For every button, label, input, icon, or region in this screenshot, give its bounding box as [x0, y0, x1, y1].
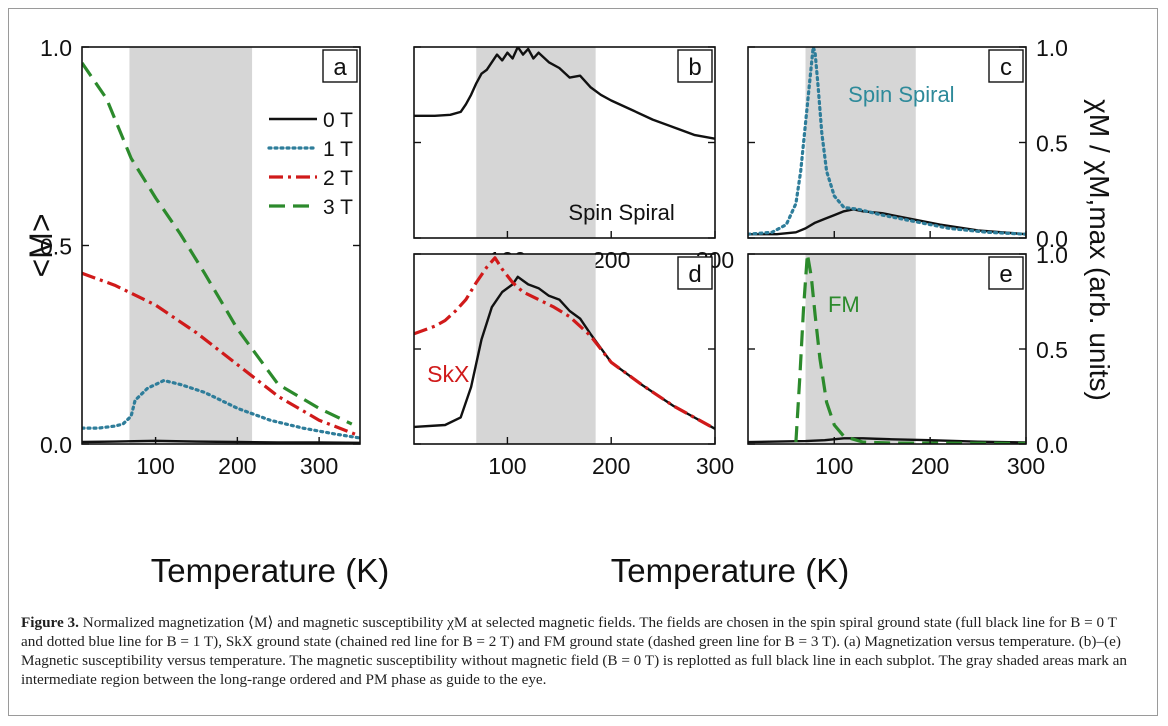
- shaded-region: [476, 47, 596, 238]
- x-tick-label: 200: [911, 453, 949, 479]
- legend-label: 1 T: [323, 138, 353, 161]
- series-line-B0T: [414, 275, 715, 430]
- panel-letter-box: [988, 256, 1024, 290]
- series-line-0T: [82, 439, 360, 444]
- y-axis-title: <M>: [23, 213, 59, 277]
- x-tick-label: 300: [696, 453, 734, 479]
- series-line-3T: [82, 61, 353, 426]
- panel-letter-box: [677, 256, 713, 290]
- x-tick-label: 100: [136, 453, 174, 479]
- figure-caption: Figure 3. Normalized magnetization ⟨M⟩ a…: [21, 613, 1141, 689]
- panel-letter: a: [333, 54, 347, 81]
- figure-frame: [8, 8, 1158, 716]
- x-tick-label: 300: [1007, 453, 1045, 479]
- series-line-B3T: [794, 254, 1026, 444]
- y-tick-label: 0.5: [1036, 131, 1068, 157]
- series-line-2T: [82, 271, 360, 438]
- y-tick-label: 0.5: [1036, 337, 1068, 363]
- panel-annotation: FM: [828, 292, 860, 317]
- caption-label: Figure 3.: [21, 614, 79, 631]
- legend-label: 0 T: [323, 109, 353, 132]
- shaded-region: [129, 47, 253, 444]
- x-tick-label: 200: [592, 453, 630, 479]
- panel-d: 100 200 300 d SkX: [413, 253, 734, 479]
- caption-text: Normalized magnetization ⟨M⟩ and magneti…: [21, 614, 1127, 688]
- y-tick-label: 0.0: [1036, 432, 1068, 458]
- panel-letter: d: [688, 261, 701, 288]
- x-tick-label: 300: [300, 453, 338, 479]
- series-line-B0T: [748, 437, 1026, 444]
- shaded-region: [805, 254, 916, 444]
- panel-letter: b: [688, 54, 701, 81]
- panel-letter-box: [677, 49, 713, 83]
- x-axis-title-right: Temperature (K): [611, 552, 849, 589]
- right-y-axis-title: χM / χM,max (arb. units): [1084, 99, 1115, 401]
- panel-letter: c: [1000, 54, 1012, 81]
- x-tick-label: 200: [592, 247, 630, 273]
- y-tick-label: 0.0: [40, 432, 72, 458]
- panel-annotation: Spin Spiral: [848, 82, 954, 107]
- x-tick-label: 200: [218, 453, 256, 479]
- y-tick-label: 0.0: [1036, 226, 1068, 252]
- y-tick-label: 0.5: [40, 234, 72, 260]
- panel-c: 0.0 0.5 1.0 c Spin Spiral: [747, 35, 1068, 252]
- panel-letter-box: [322, 49, 358, 83]
- panel-letter: e: [999, 261, 1012, 288]
- x-tick-label: 100: [488, 453, 526, 479]
- x-axis-title-left: Temperature (K): [151, 552, 389, 589]
- series-line-B1T: [748, 47, 1026, 236]
- y-tick-label: 1.0: [40, 35, 72, 61]
- y-tick-label: 1.0: [1036, 242, 1068, 268]
- y-tick-label: 1.0: [1036, 35, 1068, 61]
- series-line-B2T: [414, 256, 715, 431]
- legend-label: 3 T: [323, 196, 353, 219]
- series-line-B0T: [414, 47, 715, 140]
- panel-b: 100200300bSpin Spiral: [413, 46, 734, 273]
- panel-letter-box: [988, 49, 1024, 83]
- panel-a: 100 200 300 0.0 0.5 1.0 a <M> 0 T 1 T 2 T 3 T: [23, 35, 361, 479]
- legend-label: 2 T: [323, 167, 353, 190]
- series-line-1T: [82, 378, 360, 440]
- x-tick-label: 100: [815, 453, 853, 479]
- panel-annotation: Spin Spiral: [568, 200, 674, 225]
- panel-annotation: SkX: [427, 361, 469, 387]
- shaded-region: [476, 254, 596, 444]
- series-line-B0T: [748, 208, 1026, 236]
